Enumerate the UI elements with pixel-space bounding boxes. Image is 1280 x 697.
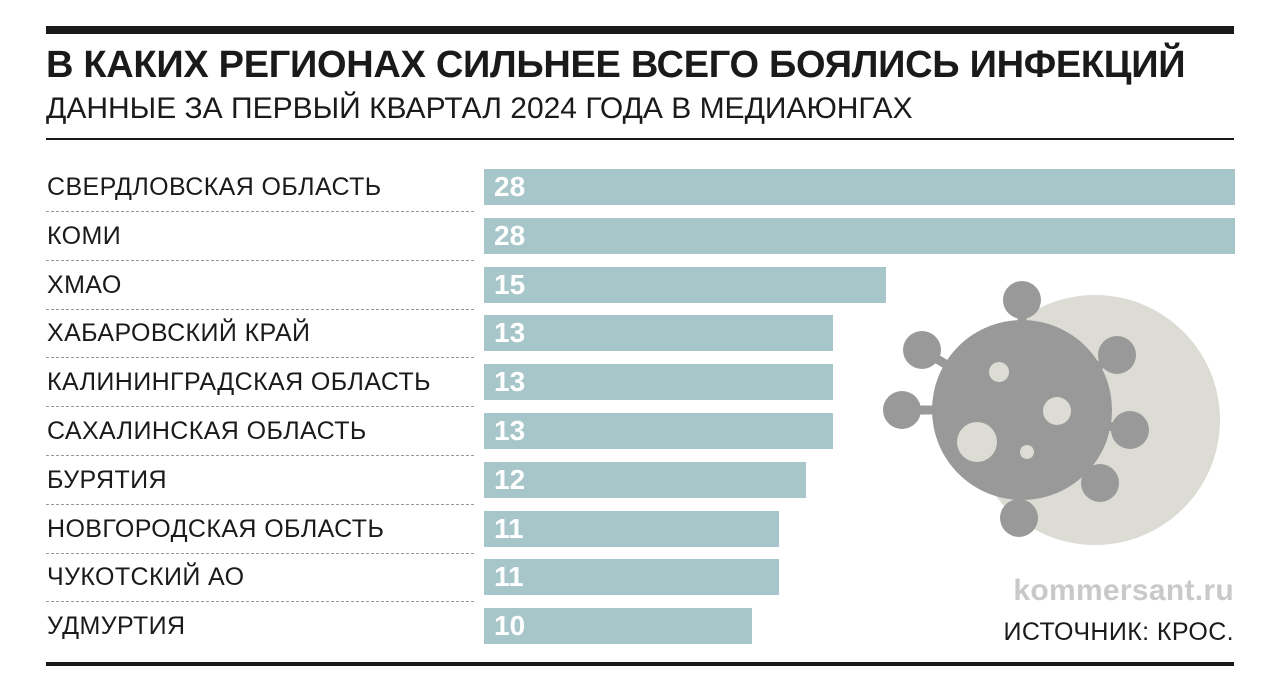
bar xyxy=(484,413,833,449)
bar-value-label: 28 xyxy=(494,219,526,251)
row-separator xyxy=(46,406,474,408)
row-separator xyxy=(46,455,474,456)
bar xyxy=(484,608,753,645)
bar xyxy=(484,266,887,303)
bar-value-label: 11 xyxy=(494,512,524,544)
top-rule xyxy=(46,26,1234,34)
bar xyxy=(484,169,1235,205)
row-separator xyxy=(46,503,474,505)
region-label: ХМАО xyxy=(47,270,122,299)
bar-value-label: 12 xyxy=(494,463,526,495)
chart-subtitle: ДАННЫЕ ЗА ПЕРВЫЙ КВАРТАЛ 2024 ГОДА В МЕД… xyxy=(46,92,913,125)
region-label: ЧУКОТСКИЙ АО xyxy=(47,563,245,592)
region-label: БУРЯТИЯ xyxy=(47,465,167,494)
bottom-rule xyxy=(46,662,1234,666)
bar-value-label: 28 xyxy=(494,171,526,202)
region-label: ХАБАРОВСКИЙ КРАЙ xyxy=(47,319,311,348)
source-note: ИСТОЧНИК: КРОС. xyxy=(1003,618,1234,646)
chart-title: В КАКИХ РЕГИОНАХ СИЛЬНЕЕ ВСЕГО БОЯЛИСЬ И… xyxy=(46,44,1186,86)
bar-value-label: 13 xyxy=(494,415,526,446)
bar-value-label: 13 xyxy=(494,366,526,398)
region-label: САХАЛИНСКАЯ ОБЛАСТЬ xyxy=(47,417,367,445)
bar xyxy=(484,315,833,352)
row-separator xyxy=(46,259,474,261)
virus-icon xyxy=(883,281,1220,545)
watermark: kommersant.ru xyxy=(1013,574,1234,607)
bar-value-label: 10 xyxy=(494,610,526,642)
region-label: СВЕРДЛОВСКАЯ ОБЛАСТЬ xyxy=(47,173,382,201)
bar-value-label: 13 xyxy=(494,317,526,349)
row-separator xyxy=(46,552,474,554)
row-separator xyxy=(46,308,474,310)
bar xyxy=(484,461,806,498)
region-label: НОВГОРОДСКАЯ ОБЛАСТЬ xyxy=(47,514,385,543)
bar xyxy=(484,510,780,547)
region-label: КОМИ xyxy=(47,221,122,250)
bar xyxy=(484,364,833,401)
bar-value-label: 15 xyxy=(494,268,526,300)
row-separator xyxy=(46,357,474,359)
bar-value-label: 11 xyxy=(494,561,524,593)
row-separator xyxy=(46,211,474,212)
header-divider xyxy=(46,138,1234,140)
region-label: КАЛИНИНГРАДСКАЯ ОБЛАСТЬ xyxy=(47,368,431,397)
region-label: УДМУРТИЯ xyxy=(47,612,186,641)
bar xyxy=(484,217,1235,254)
bar xyxy=(484,559,780,596)
row-separator xyxy=(46,601,474,603)
